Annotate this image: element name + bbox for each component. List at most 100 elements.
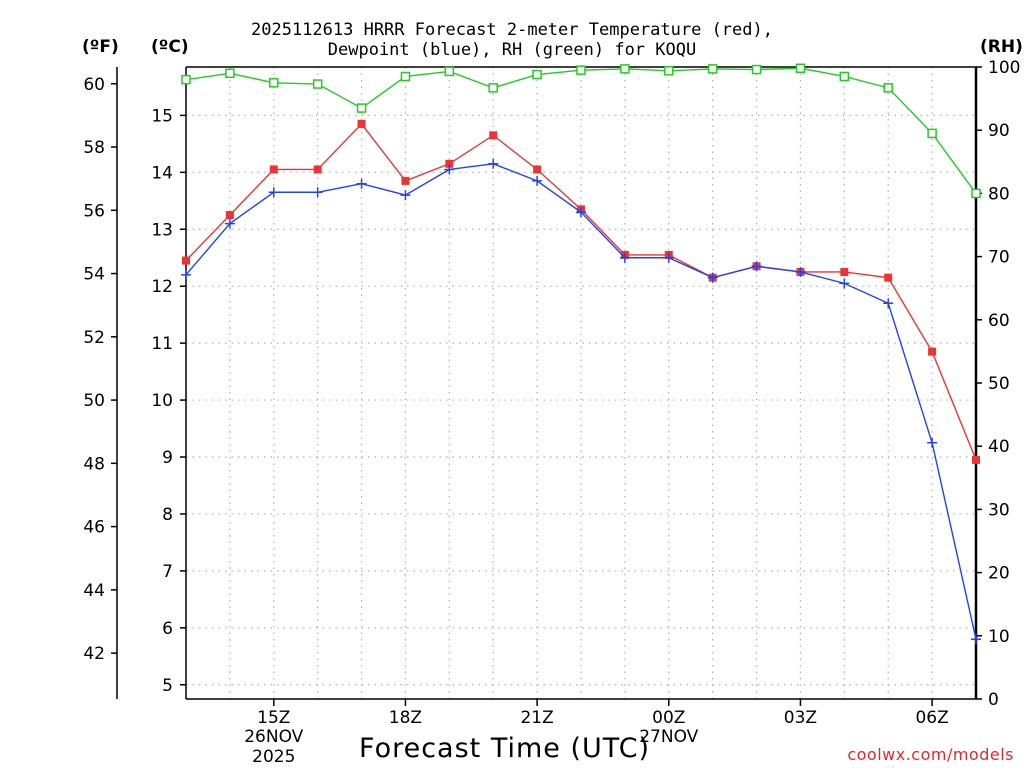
- rh-tick-label: 0: [988, 690, 999, 710]
- temperature-point: [225, 211, 234, 220]
- celsius-tick-label: 9: [162, 448, 173, 468]
- rh-axis-label: (RH): [980, 37, 1023, 57]
- x-tick-label: 15Z: [257, 708, 290, 728]
- dewpoint-point: [707, 272, 718, 283]
- x-tick-label: 18Z: [389, 708, 422, 728]
- fahrenheit-axis-label: (ºF): [82, 37, 119, 57]
- rh-point: [488, 83, 498, 93]
- fahrenheit-tick-label: 60: [83, 75, 105, 95]
- temperature-point: [489, 131, 498, 140]
- temperature-point: [928, 347, 937, 356]
- dewpoint-point: [576, 207, 586, 218]
- temperature-point: [972, 455, 980, 464]
- celsius-tick-label: 15: [151, 106, 173, 126]
- rh-point: [839, 71, 850, 82]
- x-date-label: 26NOV: [244, 727, 303, 747]
- celsius-tick-label: 5: [162, 676, 173, 696]
- rh-tick-label: 30: [988, 500, 1010, 520]
- fahrenheit-tick-label: 54: [83, 265, 105, 285]
- rh-point: [707, 64, 718, 74]
- celsius-tick-label: 6: [162, 619, 173, 639]
- rh-point: [356, 103, 367, 113]
- series-rh: [181, 63, 981, 199]
- celsius-tick-label: 13: [151, 220, 173, 240]
- rh-point: [400, 71, 411, 82]
- gridlines: [186, 67, 976, 699]
- temperature-point: [840, 267, 849, 276]
- rh-point: [225, 68, 235, 79]
- celsius-tick-label: 10: [151, 391, 173, 411]
- rh-tick-label: 20: [988, 564, 1010, 584]
- temperature-point: [401, 176, 410, 185]
- temperature-point: [182, 256, 190, 265]
- celsius-tick-label: 8: [162, 505, 173, 525]
- dewpoint-point: [751, 261, 762, 272]
- dewpoint-point: [444, 164, 455, 175]
- temperature-point: [357, 119, 366, 128]
- fahrenheit-tick-label: 48: [83, 454, 105, 474]
- rh-point: [269, 78, 279, 88]
- celsius-tick-label: 12: [151, 277, 173, 297]
- series-dewpoint: [181, 158, 981, 645]
- celsius-tick-label: 14: [151, 163, 173, 183]
- fahrenheit-tick-label: 58: [83, 138, 105, 158]
- rh-tick-label: 60: [988, 311, 1010, 331]
- rh-point: [532, 69, 542, 80]
- fahrenheit-tick-label: 50: [83, 391, 105, 411]
- rh-tick-label: 10: [988, 627, 1010, 647]
- rh-point: [312, 79, 323, 89]
- dewpoint-point: [181, 269, 191, 280]
- rh-point: [971, 188, 981, 199]
- dewpoint-point: [619, 252, 630, 263]
- rh-point: [620, 64, 630, 74]
- rh-point: [444, 66, 455, 77]
- series-layer: [181, 63, 981, 645]
- dewpoint-point: [400, 190, 411, 201]
- x-tick-label: 06Z: [915, 708, 948, 728]
- celsius-tick-label: 7: [162, 562, 173, 582]
- rh-point: [883, 83, 893, 93]
- celsius-tick-label: 11: [151, 334, 173, 354]
- chart-title-line2: Dewpoint (blue), RH (green) for KOQU: [327, 40, 697, 60]
- rh-point: [751, 64, 762, 75]
- rh-tick-label: 100: [988, 58, 1020, 78]
- dewpoint-point: [268, 187, 279, 198]
- x-tick-label: 00Z: [652, 708, 685, 728]
- dewpoint-point: [312, 187, 323, 198]
- fahrenheit-tick-label: 44: [83, 581, 105, 601]
- fahrenheit-tick-label: 52: [83, 328, 105, 348]
- dewpoint-point: [356, 178, 367, 189]
- x-tick-label: 03Z: [784, 708, 817, 728]
- rh-point: [576, 65, 586, 75]
- rh-point: [795, 63, 806, 74]
- dewpoint-point: [839, 278, 850, 289]
- rh-point: [664, 66, 674, 76]
- dewpoint-point: [488, 158, 499, 169]
- rh-tick-label: 80: [988, 184, 1010, 204]
- chart-title-line1: 2025112613 HRRR Forecast 2-meter Tempera…: [251, 20, 773, 40]
- rh-tick-label: 50: [988, 374, 1010, 394]
- temperature-point: [533, 165, 542, 174]
- x-date-label: 27NOV: [639, 727, 698, 747]
- rh-point: [927, 128, 937, 139]
- rh-tick-label: 40: [988, 437, 1010, 457]
- dewpoint-point: [883, 298, 894, 309]
- axes: 4244464850525456586056789101112131415010…: [83, 58, 1020, 767]
- temperature-point: [445, 159, 454, 168]
- dewpoint-point: [795, 266, 806, 277]
- dewpoint-point: [224, 218, 235, 229]
- x-date-label: 2025: [252, 747, 295, 767]
- x-axis-title: Forecast Time (UTC): [359, 733, 651, 764]
- temperature-point: [269, 165, 278, 174]
- dewpoint-point: [927, 437, 938, 448]
- dewpoint-point: [971, 634, 981, 645]
- temperature-point: [313, 165, 322, 174]
- celsius-axis-label: (ºC): [151, 37, 189, 57]
- credit-link[interactable]: coolwx.com/models: [847, 745, 1014, 764]
- series-line-temperature: [185, 122, 977, 461]
- rh-point: [181, 74, 191, 85]
- dewpoint-point: [663, 252, 674, 263]
- x-tick-label: 21Z: [520, 708, 553, 728]
- dewpoint-point: [532, 175, 543, 186]
